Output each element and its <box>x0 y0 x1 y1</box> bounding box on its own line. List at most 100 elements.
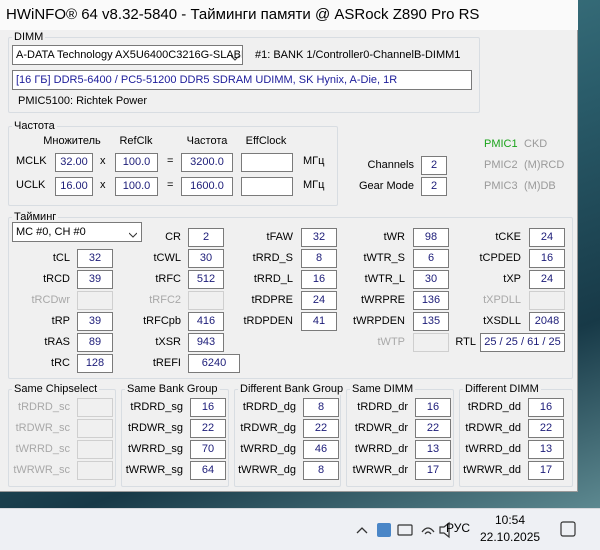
clock-time: 10:54 <box>494 513 526 527</box>
column-header: Частота <box>186 135 228 147</box>
turnaround-label: tRDWR_sc <box>15 422 70 434</box>
turnaround-label: tWRRD_sc <box>15 443 70 455</box>
pmic-name: PMIC1 <box>484 138 518 150</box>
timing-label: tRRD_L <box>253 273 293 285</box>
turnaround-label: tWRRD_sg <box>127 443 183 455</box>
timing-label: tRCD <box>43 273 70 285</box>
timing-label: tRDPDEN <box>243 315 293 327</box>
language: РУС <box>446 521 471 535</box>
turnaround-label: tWRRD_dd <box>465 443 521 455</box>
timing-label: tCWL <box>153 252 182 264</box>
timing-label: tWR <box>383 231 405 243</box>
timing-value: 98 <box>413 228 449 247</box>
timing-value <box>413 333 449 352</box>
timing-value: 24 <box>301 291 337 310</box>
turnaround-value: 22 <box>190 419 226 438</box>
timing-label: tCKE <box>495 231 521 243</box>
timing-label: CR <box>165 231 181 243</box>
module-select[interactable]: A-DATA Technology AX5U6400C3216G-SLABE <box>12 45 243 65</box>
frequency-value: 3200.0 <box>181 153 233 172</box>
timing-label: tXPDLL <box>483 294 521 306</box>
turnaround-group-label: Same DIMM <box>350 383 416 395</box>
rtl-label: RTL <box>455 336 476 348</box>
column-header: EffClock <box>245 135 287 147</box>
slot-text: #1: BANK 1/Controller0-ChannelB-DIMM1 <box>255 49 461 61</box>
equals-sign: = <box>167 179 174 191</box>
timing-label: tRFCpb <box>143 315 181 327</box>
timing-value <box>529 291 565 310</box>
turnaround-label: tWRWR_dd <box>463 464 521 476</box>
pmic-role: (M)RCD <box>524 159 565 171</box>
turnaround-label: tRDRD_dg <box>242 401 296 413</box>
turnaround-label: tRDWR_dg <box>240 422 296 434</box>
row-label: MCLK <box>16 155 47 167</box>
turnaround-label: tWRRD_dr <box>354 443 408 455</box>
turnaround-label: tRDWR_dd <box>465 422 521 434</box>
turnaround-value: 16 <box>190 398 226 417</box>
turnaround-value: 64 <box>190 461 226 480</box>
timing-label: tWTP <box>377 336 406 348</box>
timing-value: 30 <box>413 270 449 289</box>
pmic-role: CKD <box>524 138 548 150</box>
turnaround-value <box>77 419 113 438</box>
timing-label: tCPDED <box>479 252 521 264</box>
timing-label: tWTR_S <box>363 252 405 264</box>
turnaround-group-label: Same Bank Group <box>125 383 220 395</box>
turnaround-label: tRDWR_sg <box>127 422 183 434</box>
turnaround-value: 46 <box>303 440 339 459</box>
turnaround-label: tWRWR_sg <box>125 464 183 476</box>
column-header: Множитель <box>43 135 101 147</box>
turnaround-value: 22 <box>528 419 564 438</box>
timing-group-label: Тайминг <box>12 211 59 223</box>
timing-value: 2048 <box>529 312 565 331</box>
tray-icons <box>356 521 576 539</box>
pmic-name: PMIC3 <box>484 180 518 192</box>
channels-value: 2 <box>421 156 447 175</box>
turnaround-value <box>77 398 113 417</box>
dimm-group-label: DIMM <box>12 31 46 43</box>
controller-select[interactable]: MC #0, CH #0 <box>12 222 142 242</box>
turnaround-value: 16 <box>528 398 564 417</box>
timing-value: 16 <box>529 249 565 268</box>
turnaround-label: tRDRD_sg <box>130 401 183 413</box>
turnaround-group-label: Different Bank Group <box>238 383 346 395</box>
turnaround-group-label: Different DIMM <box>463 383 541 395</box>
timing-value: 6240 <box>188 354 240 373</box>
timing-value: 32 <box>301 228 337 247</box>
timing-value: 39 <box>77 312 113 331</box>
turnaround-group-label: Same Chipselect <box>12 383 100 395</box>
pmic-text: PMIC5100: Richtek Power <box>18 95 147 107</box>
turnaround-value: 70 <box>190 440 226 459</box>
times-sign: x <box>100 179 106 191</box>
turnaround-label: tWRRD_dg <box>240 443 296 455</box>
timing-label: tRAS <box>44 336 70 348</box>
timing-value <box>188 291 224 310</box>
timing-label: tXSDLL <box>483 315 521 327</box>
timing-value: 32 <box>77 249 113 268</box>
multiplier: 16.00 <box>55 177 93 196</box>
channels-label: Channels <box>367 159 414 171</box>
timing-group <box>8 217 573 379</box>
timing-label: tRP <box>51 315 70 327</box>
timing-value: 30 <box>188 249 224 268</box>
pmic-role: (M)DB <box>524 180 556 192</box>
timing-value: 8 <box>301 249 337 268</box>
turnaround-label: tRDRD_dd <box>467 401 521 413</box>
window-title: HWiNFO® 64 v8.32-5840 - Тайминги памяти … <box>0 0 578 30</box>
timing-value: 128 <box>77 354 113 373</box>
timing-label: tXSR <box>155 336 181 348</box>
timing-label: tFAW <box>266 231 293 243</box>
timing-label: tCL <box>52 252 70 264</box>
turnaround-value <box>77 440 113 459</box>
timing-label: tWRPRE <box>361 294 405 306</box>
turnaround-value: 8 <box>303 461 339 480</box>
timing-value: 89 <box>77 333 113 352</box>
gear_mode-value: 2 <box>421 177 447 196</box>
turnaround-label: tRDWR_dr <box>354 422 408 434</box>
turnaround-value: 13 <box>415 440 451 459</box>
turnaround-label: tWRWR_dr <box>352 464 408 476</box>
timing-label: tRFC2 <box>149 294 181 306</box>
effclock-value <box>241 153 293 172</box>
dropdown-arrow <box>128 229 138 238</box>
